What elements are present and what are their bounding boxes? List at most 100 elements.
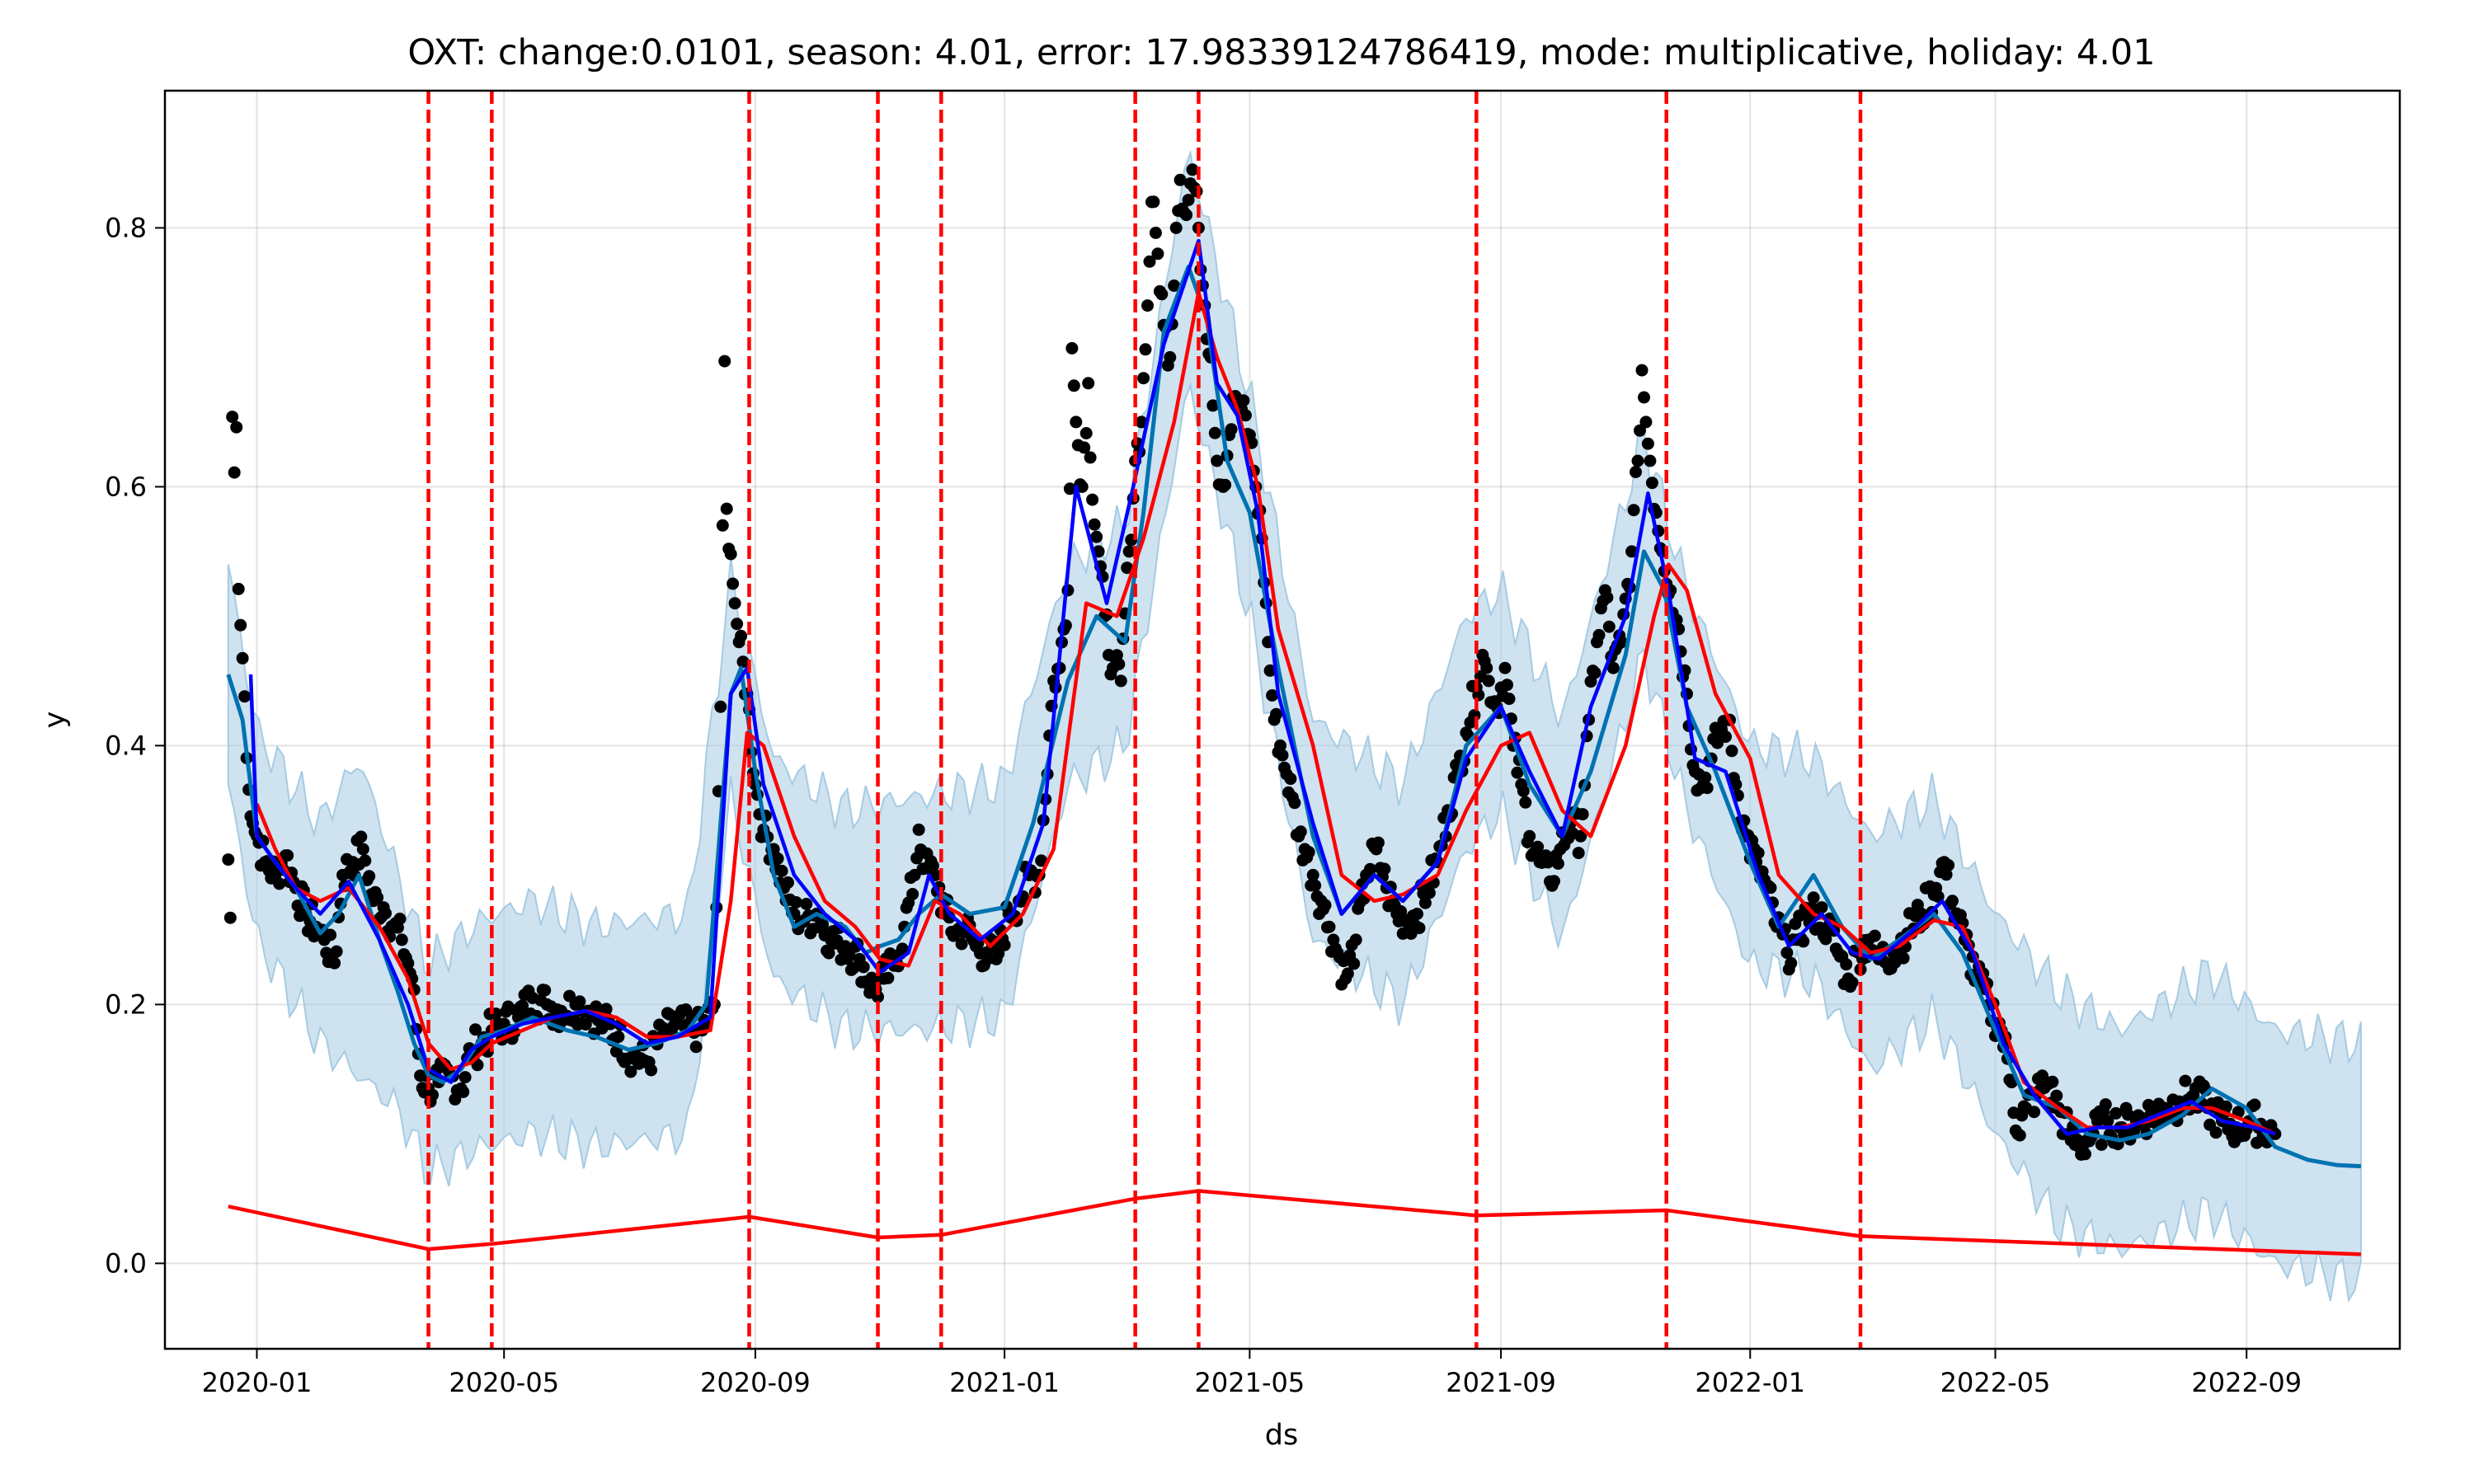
observed-point xyxy=(1319,899,1332,912)
observed-point xyxy=(1208,426,1221,439)
observed-point xyxy=(718,355,731,368)
observed-point xyxy=(1348,957,1361,970)
observed-point xyxy=(1797,935,1810,948)
observed-point xyxy=(714,700,727,713)
x-axis-ticks: 2020-01 2020-05 2020-09 2021-01 2021-05 2021-… xyxy=(202,1349,2302,1398)
observed-point xyxy=(395,933,408,946)
x-tick-label: 2021-05 xyxy=(1195,1367,1305,1398)
y-axis-ticks: 0.0 0.2 0.4 0.6 0.8 xyxy=(105,212,165,1279)
observed-point xyxy=(1282,786,1295,799)
trend-line xyxy=(228,1189,2361,1256)
observed-point xyxy=(1174,173,1187,186)
observed-point xyxy=(1551,857,1564,870)
observed-point xyxy=(775,864,788,877)
observed-point xyxy=(1168,279,1181,292)
observed-point xyxy=(624,1065,637,1078)
observed-point xyxy=(1840,958,1853,971)
observed-point xyxy=(716,519,729,532)
observed-point xyxy=(872,990,884,1003)
observed-point xyxy=(1288,796,1301,810)
observed-point xyxy=(1086,493,1099,506)
observed-point xyxy=(1219,478,1232,491)
observed-point xyxy=(1151,247,1164,261)
observed-point xyxy=(1147,195,1160,209)
observed-point xyxy=(1141,299,1154,312)
observed-point xyxy=(906,888,920,900)
observed-point xyxy=(689,1040,703,1054)
observed-point xyxy=(1035,854,1048,867)
observed-point xyxy=(393,913,407,925)
observed-point xyxy=(600,1003,613,1016)
observed-point xyxy=(912,823,925,836)
observed-point xyxy=(1472,688,1485,702)
observed-point xyxy=(1276,749,1289,762)
observed-point xyxy=(1310,890,1324,903)
observed-point xyxy=(1752,847,1765,859)
observed-point xyxy=(573,995,586,1008)
observed-point xyxy=(1278,761,1291,774)
observed-point xyxy=(1588,666,1602,679)
observed-point xyxy=(1521,836,1534,848)
observed-point xyxy=(1566,827,1579,840)
observed-point xyxy=(1266,689,1279,702)
observed-point xyxy=(236,651,249,665)
observed-point xyxy=(522,984,535,998)
observed-point xyxy=(1088,518,1101,531)
observed-point xyxy=(1700,782,1714,795)
observed-point xyxy=(2122,1108,2134,1121)
observed-point xyxy=(341,852,353,866)
observed-point xyxy=(1644,454,1657,467)
observed-point xyxy=(822,946,835,960)
observed-point xyxy=(402,956,415,970)
observed-point xyxy=(1078,441,1091,454)
observed-point xyxy=(2209,1126,2222,1139)
observed-point xyxy=(1206,399,1220,412)
observed-point xyxy=(1602,620,1616,633)
observed-point xyxy=(955,937,968,951)
y-axis-label: y xyxy=(39,711,72,729)
observed-point xyxy=(816,918,830,931)
observed-point xyxy=(847,961,860,974)
observed-point xyxy=(1063,482,1076,495)
observed-point xyxy=(1371,836,1385,849)
observed-point xyxy=(2109,1106,2123,1120)
observed-point xyxy=(1638,391,1650,404)
observed-point xyxy=(1625,545,1639,558)
observed-point xyxy=(1084,451,1097,464)
observed-point xyxy=(2079,1148,2091,1161)
observed-point xyxy=(2095,1138,2108,1151)
observed-point xyxy=(273,877,286,890)
x-axis-label: ds xyxy=(1265,1419,1298,1452)
observed-point xyxy=(1519,796,1532,809)
x-tick-label: 2020-09 xyxy=(700,1367,811,1398)
y-tick-label: 0.8 xyxy=(105,212,147,243)
observed-point xyxy=(1686,758,1700,772)
observed-point xyxy=(2099,1098,2112,1111)
observed-point xyxy=(1627,504,1640,517)
x-tick-label: 2022-09 xyxy=(2191,1367,2302,1398)
observed-point xyxy=(1940,868,1953,881)
observed-point xyxy=(228,466,241,479)
observed-point xyxy=(1270,707,1283,721)
observed-point xyxy=(1070,416,1083,429)
observed-point xyxy=(1501,679,1513,692)
observed-point xyxy=(1341,967,1354,980)
x-tick-label: 2021-01 xyxy=(949,1367,1060,1398)
observed-point xyxy=(1727,772,1740,785)
observed-point xyxy=(534,993,548,1007)
observed-point xyxy=(1149,226,1162,239)
observed-point xyxy=(1378,862,1391,876)
observed-point xyxy=(2046,1075,2059,1088)
observed-point xyxy=(800,898,813,910)
observed-point xyxy=(2003,1073,2016,1087)
observed-point xyxy=(223,911,237,924)
chart-title: OXT: change:0.0101, season: 4.01, error:… xyxy=(407,32,2155,73)
observed-point xyxy=(1306,868,1319,881)
observed-point xyxy=(457,1085,470,1098)
observed-point xyxy=(1407,909,1419,923)
observed-point xyxy=(469,1023,482,1036)
observed-point xyxy=(234,618,247,632)
observed-point xyxy=(222,853,235,866)
observed-point xyxy=(1897,951,1910,965)
